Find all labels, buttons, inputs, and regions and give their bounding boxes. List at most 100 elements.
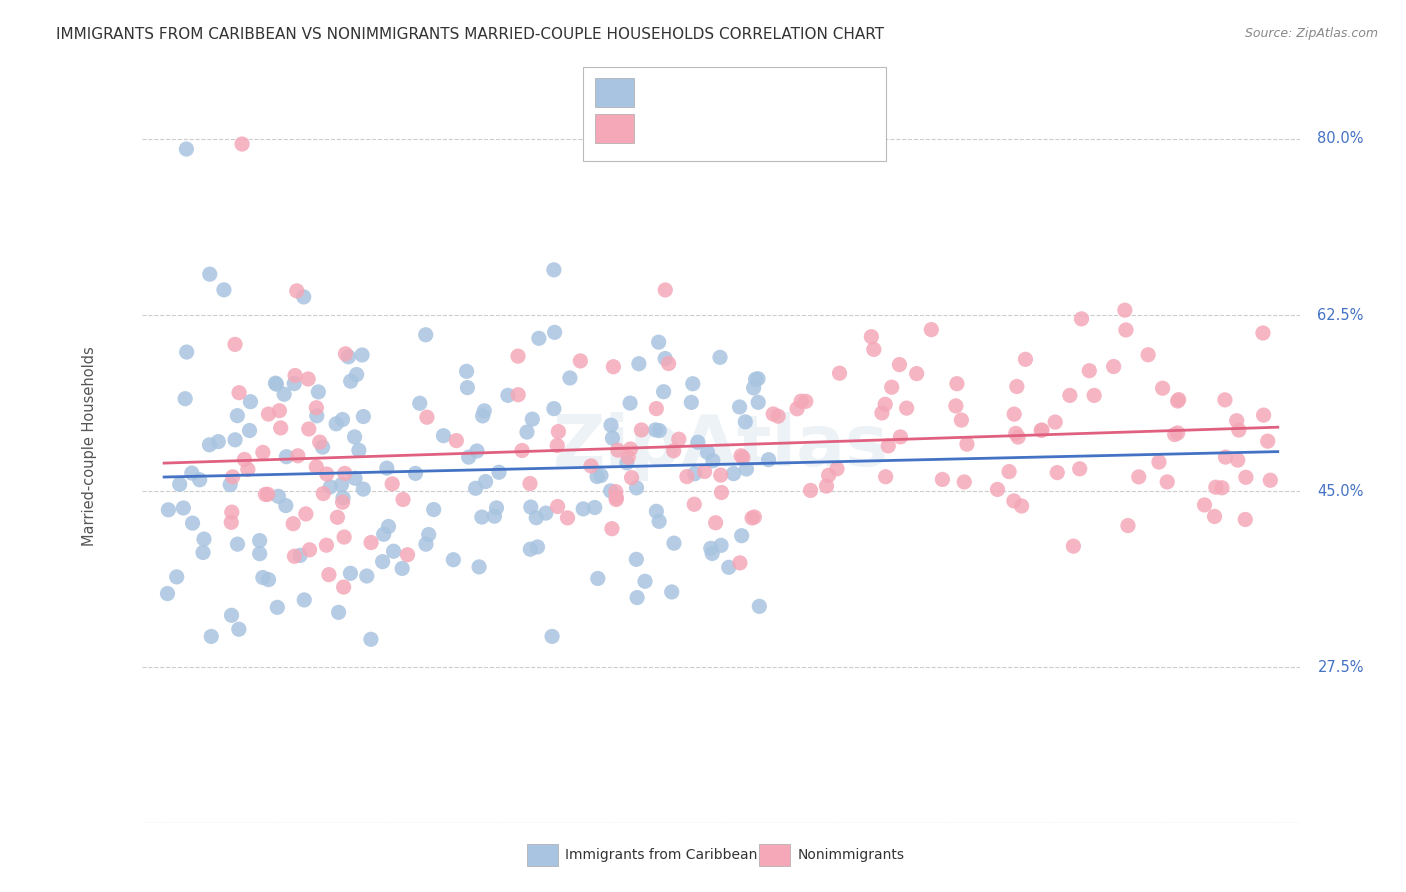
Point xyxy=(931,472,953,486)
Point xyxy=(662,536,685,550)
Point xyxy=(484,509,506,524)
Point xyxy=(744,510,766,524)
Point xyxy=(337,350,360,364)
Point xyxy=(474,475,496,489)
Point xyxy=(172,500,194,515)
Point xyxy=(700,541,723,556)
Point xyxy=(569,354,592,368)
Point xyxy=(328,605,350,619)
Point xyxy=(626,481,648,495)
Point xyxy=(953,475,976,489)
Point xyxy=(1007,430,1029,444)
Point xyxy=(441,552,464,566)
Text: Married-couple Households: Married-couple Households xyxy=(82,346,97,546)
Point xyxy=(347,443,370,458)
Point xyxy=(1258,473,1281,487)
Point xyxy=(346,368,368,382)
Point xyxy=(662,443,685,458)
Point xyxy=(252,570,274,584)
Point xyxy=(292,290,315,304)
Point xyxy=(547,500,569,514)
Text: Nonimmigrants: Nonimmigrants xyxy=(797,847,904,862)
Point xyxy=(333,467,356,481)
Point xyxy=(239,394,262,409)
Point xyxy=(654,351,676,366)
Point xyxy=(658,357,681,371)
Point xyxy=(174,392,197,406)
Point xyxy=(616,456,638,470)
Point xyxy=(1002,407,1025,421)
Point xyxy=(589,468,612,483)
Point xyxy=(298,542,321,557)
Point xyxy=(415,327,437,342)
Point xyxy=(741,511,763,525)
Point xyxy=(1078,364,1101,378)
Point xyxy=(1253,408,1275,422)
Point xyxy=(654,283,676,297)
Point xyxy=(326,510,349,524)
Point xyxy=(1205,480,1227,494)
Point xyxy=(661,585,683,599)
Point xyxy=(599,483,621,498)
Point xyxy=(1163,427,1185,442)
Point xyxy=(156,586,179,600)
Point xyxy=(221,505,243,519)
Point xyxy=(285,284,308,298)
Point xyxy=(644,423,666,437)
Point xyxy=(506,349,529,363)
Point xyxy=(723,467,745,481)
Point xyxy=(1043,415,1066,429)
Point xyxy=(264,376,287,391)
Text: Source: ZipAtlas.com: Source: ZipAtlas.com xyxy=(1244,27,1378,40)
Point xyxy=(619,442,641,456)
Point xyxy=(794,394,817,409)
Point xyxy=(1167,394,1189,409)
Point xyxy=(605,491,627,505)
Point xyxy=(180,466,202,480)
Point xyxy=(1115,323,1137,337)
Point xyxy=(728,556,751,570)
Point xyxy=(311,440,333,454)
Point xyxy=(465,444,488,458)
Point xyxy=(1128,470,1150,484)
Point xyxy=(710,485,733,500)
Point xyxy=(312,486,335,500)
Point xyxy=(734,415,756,429)
Point xyxy=(352,482,374,496)
Point xyxy=(267,489,290,503)
Point xyxy=(228,385,250,400)
Point xyxy=(790,394,813,409)
Text: 45.0%: 45.0% xyxy=(1317,483,1364,499)
Point xyxy=(332,412,354,426)
Point xyxy=(1215,450,1237,464)
Point xyxy=(606,443,628,458)
Point xyxy=(198,267,221,281)
Point xyxy=(889,358,911,372)
Point xyxy=(1046,466,1069,480)
Point xyxy=(1083,388,1105,402)
Point xyxy=(356,569,378,583)
Point xyxy=(464,481,486,495)
Point xyxy=(619,396,641,410)
Point xyxy=(645,401,668,416)
Point xyxy=(308,435,330,450)
Point xyxy=(315,538,337,552)
Text: Immigrants from Caribbean: Immigrants from Caribbean xyxy=(565,847,758,862)
Text: R = 0.135   N = 151: R = 0.135 N = 151 xyxy=(643,121,797,136)
Point xyxy=(1147,455,1170,469)
Point xyxy=(332,580,354,594)
Point xyxy=(325,417,347,431)
Point xyxy=(404,467,426,481)
Point xyxy=(236,462,259,476)
Point xyxy=(586,571,609,585)
Point xyxy=(224,337,246,351)
Point xyxy=(252,445,274,459)
Point xyxy=(457,450,479,464)
Point xyxy=(1062,539,1084,553)
Point xyxy=(292,593,315,607)
Point xyxy=(880,380,903,394)
Point xyxy=(870,406,893,420)
Point xyxy=(456,364,478,378)
Point xyxy=(381,476,404,491)
Point xyxy=(522,412,544,426)
